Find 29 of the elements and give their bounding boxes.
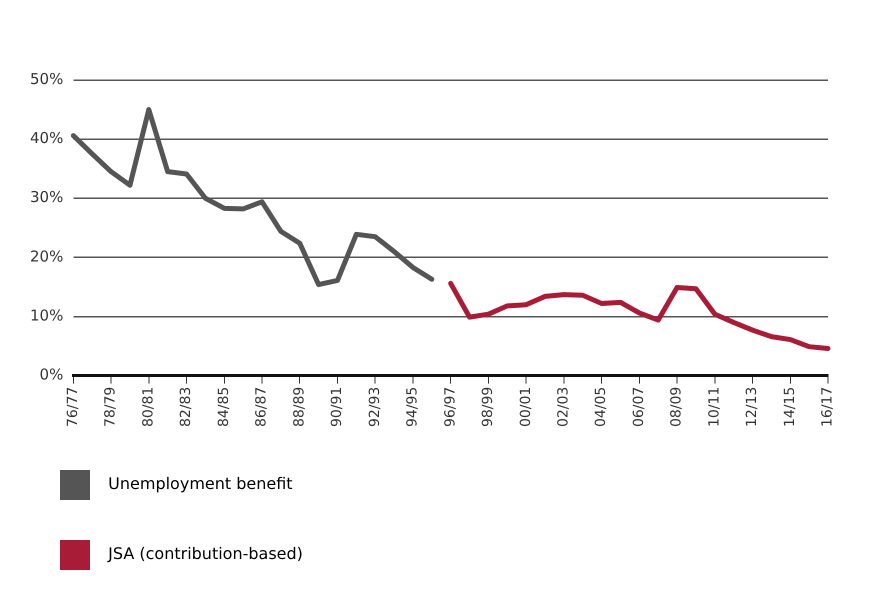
y-tick-label: 30% [30, 188, 64, 206]
x-tick-label: 12/13 [744, 386, 760, 428]
y-tick-label: 50% [30, 70, 64, 88]
x-tick-label: 76/77 [64, 386, 81, 428]
x-tick-label: 96/97 [442, 386, 458, 428]
x-tick-label: 04/05 [593, 386, 610, 428]
y-tick-label: 10% [30, 306, 64, 324]
y-tick-label: 0% [40, 366, 64, 384]
x-tick-label: 86/87 [254, 386, 270, 428]
x-tick-label: 88/89 [291, 386, 308, 428]
x-tick-label: 78/79 [102, 386, 119, 428]
x-tick-label: 82/83 [178, 386, 194, 428]
x-tick-label: 14/15 [782, 386, 798, 428]
x-tick-label: 08/09 [668, 386, 685, 428]
x-tick-label: 80/81 [140, 386, 156, 428]
y-tick-label: 40% [30, 129, 64, 148]
x-tick-label: 00/01 [518, 386, 534, 428]
x-tick-label: 94/95 [404, 386, 421, 428]
legend-label: Unemployment benefit [98, 474, 430, 494]
x-tick-label: 06/07 [630, 386, 647, 428]
x-tick-label: 02/03 [556, 386, 572, 428]
x-tick-label: 90/91 [329, 386, 346, 428]
x-tick-label: 98/99 [480, 386, 496, 428]
x-tick-label: 16/17 [820, 386, 836, 428]
y-tick-label: 20% [30, 247, 64, 266]
legend-label: JSA (contribution-based) [98, 544, 440, 564]
x-tick-label: 10/11 [706, 386, 722, 428]
x-tick-label: 92/93 [366, 386, 383, 428]
x-tick-label: 84/85 [216, 386, 232, 428]
